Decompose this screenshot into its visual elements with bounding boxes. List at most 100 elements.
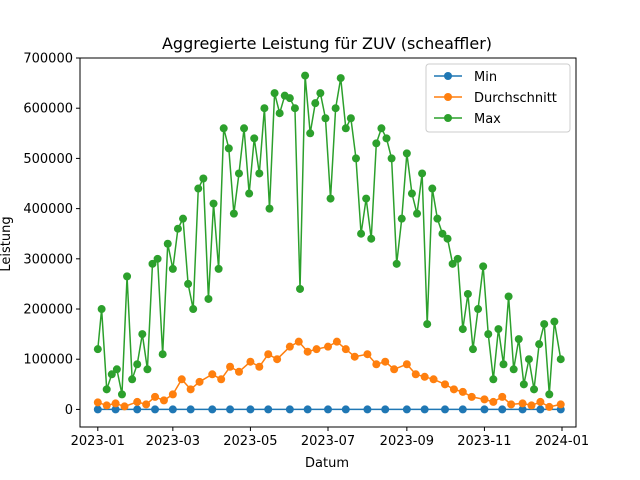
data-point-durchschnitt-8: [168, 390, 177, 399]
data-point-durchschnitt-25: [332, 337, 341, 346]
x-tick-label-4: 2023-09: [380, 434, 434, 449]
data-point-max-58: [387, 154, 396, 163]
data-point-max-25: [219, 124, 228, 133]
data-point-durchschnitt-30: [381, 357, 390, 366]
data-point-durchschnitt-17: [255, 362, 264, 371]
data-point-max-81: [504, 292, 513, 301]
data-point-durchschnitt-24: [324, 342, 332, 351]
data-point-durchschnitt-47: [545, 402, 554, 411]
data-point-max-91: [556, 355, 565, 364]
x-tick-label-2: 2023-05: [223, 434, 277, 449]
data-point-max-76: [479, 262, 488, 271]
data-point-max-29: [240, 124, 249, 133]
data-point-durchschnitt-5: [142, 400, 151, 409]
data-point-durchschnitt-36: [441, 380, 450, 389]
series-line-durchschnitt: [97, 340, 561, 408]
data-point-durchschnitt-21: [294, 337, 303, 346]
data-point-durchschnitt-48: [556, 400, 565, 409]
legend-box: [425, 63, 571, 133]
data-point-max-28: [234, 169, 243, 178]
data-point-durchschnitt-37: [449, 385, 458, 394]
data-point-min-23: [536, 405, 545, 414]
data-point-durchschnitt-20: [285, 342, 294, 351]
data-point-max-32: [255, 169, 264, 178]
data-point-max-45: [321, 114, 330, 123]
data-point-max-43: [311, 99, 320, 108]
data-point-durchschnitt-28: [363, 350, 372, 359]
data-point-durchschnitt-10: [186, 385, 195, 394]
y-axis: 0 100000 200000 300000 400000 500000 600000 700…: [23, 52, 80, 418]
data-point-max-87: [535, 340, 544, 349]
data-point-min-4: [168, 405, 177, 414]
data-point-max-77: [484, 330, 493, 339]
series-max: [93, 71, 565, 399]
data-point-max-8: [133, 360, 142, 369]
data-point-min-21: [498, 405, 507, 414]
data-point-durchschnitt-6: [151, 392, 160, 401]
y-tick-label-7: 700000: [23, 52, 73, 67]
data-point-max-89: [545, 390, 554, 399]
chart-title: Aggregierte Leistung für ZUV (scheaffler…: [162, 34, 492, 53]
data-point-max-19: [189, 305, 198, 314]
data-point-min-10: [285, 405, 294, 414]
data-point-max-22: [204, 294, 213, 303]
data-point-min-15: [381, 405, 390, 414]
data-point-max-53: [362, 194, 371, 203]
data-point-max-59: [392, 259, 401, 268]
data-point-max-3: [107, 370, 116, 379]
data-point-min-17: [420, 405, 429, 414]
data-point-max-88: [540, 320, 549, 329]
data-point-durchschnitt-15: [234, 367, 243, 376]
data-point-min-6: [208, 405, 217, 414]
data-point-max-39: [290, 104, 299, 113]
data-point-durchschnitt-31: [390, 365, 399, 374]
data-point-max-73: [463, 289, 472, 298]
x-tick-label-1: 2023-03: [146, 434, 200, 449]
data-point-max-70: [448, 259, 457, 268]
data-point-max-78: [489, 375, 498, 384]
data-point-min-18: [441, 405, 450, 414]
data-point-durchschnitt-3: [120, 402, 129, 411]
data-point-min-7: [226, 405, 235, 414]
data-point-max-71: [453, 254, 462, 263]
data-point-max-83: [514, 335, 523, 344]
data-point-min-13: [341, 405, 350, 414]
legend-entry-max: Max: [434, 112, 501, 127]
legend: Min Durchschnitt Max: [425, 63, 571, 133]
data-point-max-17: [179, 214, 188, 223]
y-axis-label: Leistung: [0, 216, 14, 271]
data-point-max-44: [316, 89, 325, 98]
data-point-min-19: [458, 405, 467, 414]
data-point-max-67: [433, 214, 442, 223]
data-point-max-64: [418, 169, 427, 178]
data-point-max-90: [550, 317, 559, 326]
data-point-durchschnitt-11: [195, 377, 204, 386]
data-point-durchschnitt-32: [402, 360, 411, 369]
data-point-max-86: [530, 385, 539, 394]
data-point-durchschnitt-18: [264, 350, 273, 359]
y-tick-label-3: 300000: [23, 252, 73, 267]
data-point-durchschnitt-26: [341, 345, 350, 354]
data-point-max-5: [117, 390, 126, 399]
data-point-durchschnitt-7: [159, 396, 168, 405]
data-point-durchschnitt-14: [226, 362, 235, 371]
data-point-max-13: [158, 350, 167, 359]
data-point-min-11: [303, 405, 312, 414]
data-point-durchschnitt-43: [507, 400, 516, 409]
data-point-max-34: [265, 204, 274, 213]
data-point-durchschnitt-4: [133, 397, 142, 406]
data-point-max-61: [402, 149, 411, 158]
data-point-max-27: [229, 209, 238, 218]
data-point-max-9: [138, 330, 147, 339]
data-point-durchschnitt-2: [111, 399, 120, 408]
data-point-max-14: [163, 239, 172, 248]
data-point-max-52: [357, 229, 366, 238]
data-point-min-9: [264, 405, 273, 414]
data-point-max-51: [351, 154, 360, 163]
data-point-max-16: [173, 224, 182, 233]
legend-entry-durchschnitt: Durchschnitt: [434, 91, 557, 106]
data-point-max-68: [438, 229, 447, 238]
legend-entry-min: Min: [434, 70, 497, 85]
